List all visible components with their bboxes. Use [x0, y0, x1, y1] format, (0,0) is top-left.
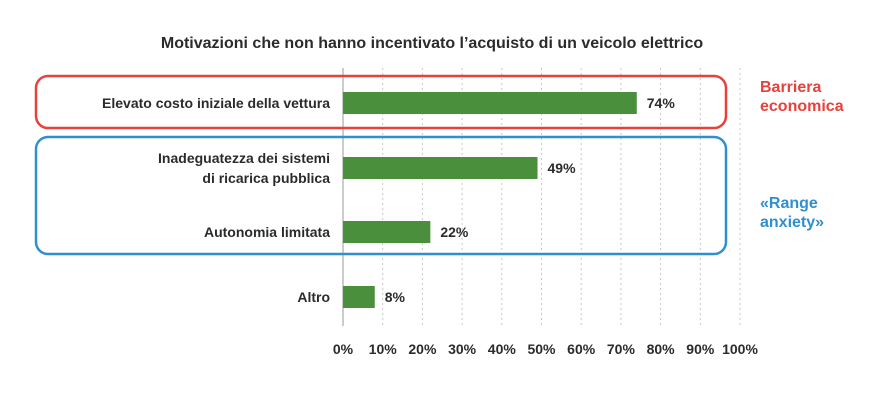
- x-tick-label: 90%: [686, 341, 715, 357]
- bar: [343, 221, 431, 243]
- x-tick-label: 70%: [607, 341, 636, 357]
- category-label: di ricarica pubblica: [202, 170, 330, 186]
- bar: [343, 286, 375, 308]
- x-tick-label: 60%: [567, 341, 596, 357]
- group-box: [34, 74, 728, 130]
- x-axis-ticks: 0% 10% 20% 30% 40% 50% 60% 70% 80% 90% 100%: [333, 341, 759, 357]
- data-label: 22%: [440, 224, 469, 240]
- group-label: Barriera: [760, 79, 821, 96]
- group-label: economica: [760, 98, 844, 115]
- data-label: 49%: [548, 160, 577, 176]
- x-tick-label: 0%: [333, 341, 354, 357]
- category-label: Inadeguatezza dei sistemi: [158, 150, 330, 166]
- group-box: [34, 135, 728, 256]
- group-boxes: Barriera economica «Range anxiety»: [34, 74, 844, 256]
- x-tick-label: 30%: [448, 341, 477, 357]
- bars: 74% 49% 22% 8%: [343, 92, 675, 308]
- category-label: Altro: [297, 289, 330, 305]
- x-tick-label: 80%: [647, 341, 676, 357]
- x-tick-label: 10%: [369, 341, 398, 357]
- bar: [343, 157, 538, 179]
- category-label: Elevato costo iniziale della vettura: [102, 95, 330, 111]
- group-label: anxiety»: [760, 214, 824, 231]
- bar: [343, 92, 637, 114]
- x-tick-label: 100%: [722, 341, 758, 357]
- chart-title: Motivazioni che non hanno incentivato l’…: [161, 35, 704, 52]
- grid: [342, 68, 741, 326]
- data-label: 8%: [385, 289, 406, 305]
- category-label: Autonomia limitata: [204, 224, 330, 240]
- category-labels: Elevato costo iniziale della vettura Inad…: [102, 95, 330, 305]
- group-label: «Range: [760, 195, 818, 212]
- x-tick-label: 20%: [408, 341, 437, 357]
- x-tick-label: 40%: [488, 341, 517, 357]
- x-tick-label: 50%: [527, 341, 556, 357]
- data-label: 74%: [647, 95, 676, 111]
